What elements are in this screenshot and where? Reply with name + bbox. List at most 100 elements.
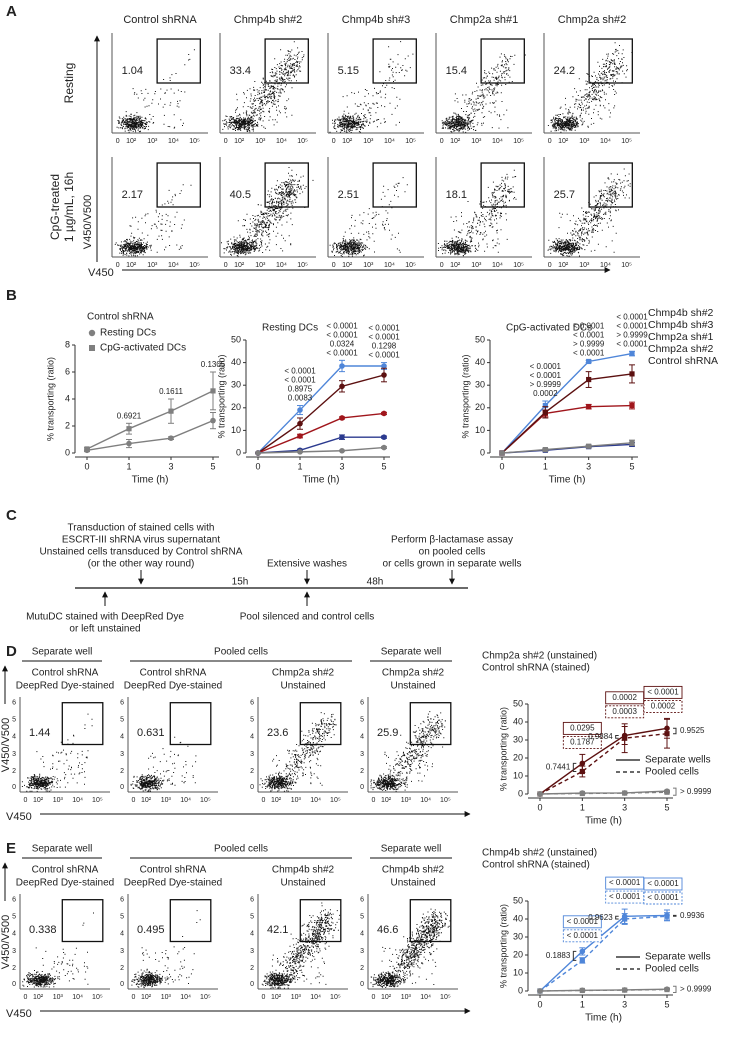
p-value: < 0.0001 [326,321,358,330]
gate-percent: 42.1 [267,924,288,936]
cell-dots [21,713,93,792]
flow-y-tick: 3 [120,948,124,955]
gate [264,38,309,84]
legend-label: Control shRNA (stained) [482,663,590,674]
y-tick-label: 10 [513,967,523,977]
bracket [615,735,619,739]
flow-y-tick: 5 [360,914,364,921]
legend-label: Chmp4b sh#3 [648,319,714,331]
y-tick-label: 30 [513,734,523,744]
point [210,388,216,394]
panel-label: B [6,287,17,304]
series-line [539,727,668,795]
flow-x-tick: 10⁵ [405,138,416,145]
flow-x-tick: 10² [558,138,569,145]
point [622,987,628,993]
flow-x-tick: 0 [116,262,120,269]
timeline-note: (or the other way round) [88,559,195,570]
x-tick-label: 5 [381,461,386,471]
flow-y-tick: 0 [12,784,16,791]
axis-label: V450/V500 [82,195,94,249]
y-tick-label: 10 [513,770,523,780]
point [586,404,592,410]
legend-marker [89,345,95,351]
x-tick-label: 5 [629,461,634,471]
flow-x-tick: 10² [381,797,392,804]
flow-x-tick: 10⁴ [72,797,83,804]
flow-y-tick: 0 [250,784,254,791]
p-value: 0.0003 [612,707,637,716]
point [622,916,628,922]
timeline-note: Perform β-lactamase assay [391,535,513,546]
flow-x-tick: 10⁴ [384,138,395,145]
point [168,408,174,414]
x-tick-label: 0 [84,461,89,471]
x-tick-label: 0 [499,461,504,471]
bracket [673,787,677,796]
legend-label: Resting DCs [100,328,156,339]
p-value: < 0.0001 [326,348,358,357]
point [381,444,387,451]
p-value: < 0.0001 [326,330,358,339]
gate [588,162,633,208]
gate [169,899,212,943]
point [339,434,345,440]
p-value: 0.0002 [612,693,637,702]
flow-x-tick: 0 [116,138,120,145]
p-value: < 0.0001 [616,321,648,330]
p-value: 0.1883 [546,951,571,960]
column-label: Control shRNA [140,865,207,876]
flow-y-tick: 5 [250,914,254,921]
legend-label: Chmp2a sh#2 [648,343,714,355]
y-tick-label: 30 [231,380,241,390]
gate [409,702,452,746]
p-value: < 0.0001 [368,351,400,360]
flow-x-tick: 10² [33,797,44,804]
column-label: Control shRNA [32,865,99,876]
gate-percent: 1.04 [122,65,143,77]
flow-x-tick: 0 [131,797,135,804]
x-axis-label: Time (h) [132,475,169,486]
timeline-note: or cells grown in separate wells [383,559,522,570]
flow-x-tick: 0 [261,994,265,1001]
flow-y-tick: 5 [250,717,254,724]
point [381,372,387,378]
row-label: Resting [62,63,76,104]
flow-x-tick: 0 [440,262,444,269]
flow-y-tick: 0 [120,784,124,791]
flow-x-tick: 10³ [161,994,172,1001]
y-tick-label: 6 [65,366,70,376]
cell-dots [441,53,526,133]
y-axis-label: % transporting (ratio) [498,904,508,988]
cell-dots [114,184,192,257]
timeline-note: MutuDC stained with DeepRed Dye [26,612,184,623]
legend-label: Control shRNA [648,355,718,367]
flow-y-tick: 6 [120,700,124,707]
flow-x-tick: 0 [548,262,552,269]
flow-x-tick: 10² [141,994,152,1001]
x-tick-label: 1 [580,802,585,812]
gate-percent: 5.15 [338,65,359,77]
y-tick-label: 50 [513,895,523,905]
series-line [257,374,385,454]
flow-x-tick: 10⁵ [92,994,103,1001]
flow-y-tick: 4 [120,734,124,741]
flow-x-tick: 10² [141,797,152,804]
bracket [615,915,619,920]
flow-x-tick: 10⁵ [513,138,524,145]
column-label: DeepRed Dye-stained [16,878,114,889]
flow-x-tick: 10³ [401,994,412,1001]
flow-x-tick: 10⁴ [310,797,321,804]
flow-x-tick: 0 [440,138,444,145]
flow-x-tick: 10⁵ [297,138,308,145]
cell-dots [221,167,314,257]
y-tick-label: 0 [236,447,241,457]
point [499,450,505,456]
cell-dots [370,908,451,988]
flow-x-tick: 10⁵ [330,994,341,1001]
column-label: DeepRed Dye-stained [124,681,222,692]
flow-x-tick: 10³ [161,797,172,804]
bracket [572,762,577,772]
gate [480,38,525,84]
column-label: Chmp2a sh#2 [382,668,445,679]
